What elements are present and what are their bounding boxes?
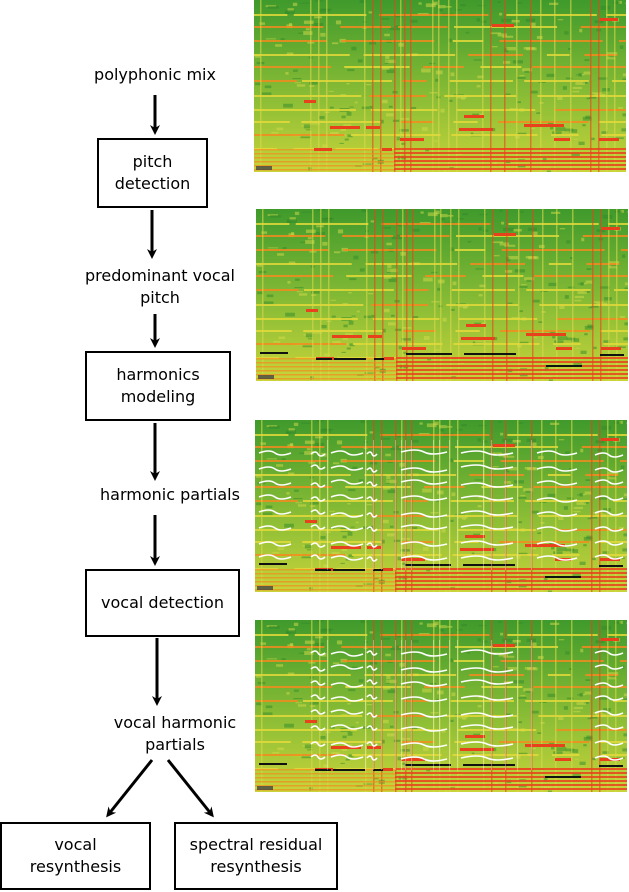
box-harmonics-modeling: harmonics modeling <box>85 351 231 421</box>
arrow-to-vocal-resynthesis <box>106 759 154 818</box>
box-pitch-detection: pitch detection <box>97 138 208 208</box>
box-vocal-resynthesis: vocal resynthesis <box>0 822 151 890</box>
label-predominant-vocal-pitch: predominant vocal pitch <box>85 266 235 307</box>
spectrogram-vocal-harmonic-partials <box>255 620 627 792</box>
label-vocal-harmonic-partials: vocal harmonic partials <box>113 713 237 754</box>
spectrogram-harmonic-partials <box>255 420 627 592</box>
arrow-to-residual-resynthesis <box>166 759 214 818</box>
spectrogram-vocal-pitch <box>256 209 628 381</box>
box-spectral-residual-resynthesis: spectral residual resynthesis <box>174 822 338 890</box>
box-vocal-detection: vocal detection <box>85 569 240 637</box>
spectrogram-polyphonic-mix <box>254 0 626 172</box>
label-polyphonic-mix: polyphonic mix <box>94 65 216 84</box>
label-harmonic-partials: harmonic partials <box>100 485 240 504</box>
